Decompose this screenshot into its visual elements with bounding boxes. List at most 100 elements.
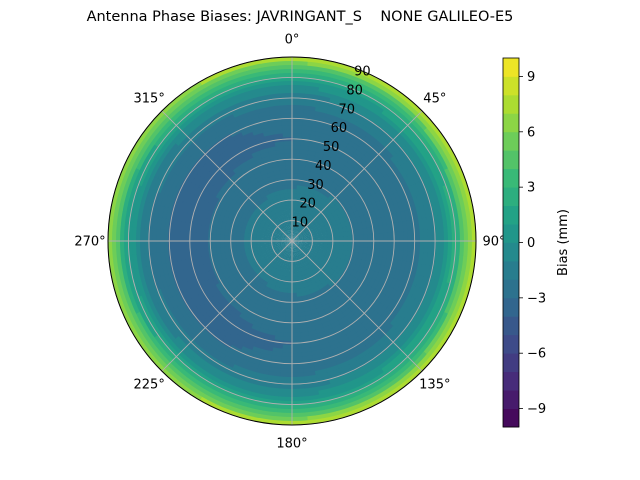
heatmap-cell: [272, 246, 278, 250]
heatmap-cell: [346, 332, 359, 343]
heatmap-cell: [162, 311, 175, 327]
heatmap-cell: [298, 232, 303, 237]
heatmap-cell: [292, 184, 298, 190]
heatmap-cell: [220, 296, 230, 307]
heatmap-cell: [135, 239, 141, 255]
heatmap-cell: [426, 278, 436, 294]
heatmap-cell: [447, 299, 458, 318]
heatmap-cell: [274, 248, 279, 253]
heatmap-cell: [368, 194, 377, 205]
heatmap-cell: [382, 81, 400, 95]
heatmap-cell: [204, 279, 213, 290]
heatmap-cell: [218, 288, 228, 298]
heatmap-cell: [427, 160, 439, 177]
heatmap-cell: [334, 299, 344, 308]
heatmap-cell: [280, 244, 286, 248]
heatmap-cell: [293, 244, 296, 250]
heatmap-cell: [353, 264, 361, 273]
heatmap-cell: [392, 93, 410, 108]
heatmap-cell: [226, 347, 240, 358]
heatmap-cell: [152, 147, 166, 163]
heatmap-cell: [255, 234, 261, 239]
heatmap-cell: [206, 147, 219, 159]
heatmap-cell: [294, 272, 299, 278]
heatmap-cell: [398, 359, 415, 375]
heatmap-cell: [118, 161, 130, 180]
heatmap-cell: [149, 145, 162, 161]
heatmap-cell: [338, 227, 344, 234]
azimuth-tick-label: 0°: [285, 33, 300, 48]
heatmap-cell: [392, 303, 404, 316]
heatmap-cell: [159, 239, 165, 253]
heatmap-cell: [290, 412, 308, 418]
heatmap-cell: [374, 281, 384, 293]
heatmap-cell: [252, 128, 265, 136]
heatmap-cell: [364, 276, 373, 287]
heatmap-cell: [250, 345, 264, 354]
heatmap-cell: [172, 320, 185, 334]
heatmap-cell: [371, 348, 385, 361]
heatmap-cell: [219, 183, 229, 193]
heatmap-cell: [255, 246, 262, 251]
heatmap-cell: [213, 329, 226, 340]
heatmap-cell: [291, 304, 298, 310]
heatmap-cell: [302, 225, 307, 230]
heatmap-cell: [353, 210, 361, 219]
heatmap-cell: [295, 251, 300, 257]
heatmap-cell: [235, 230, 241, 237]
heatmap-cell: [128, 149, 141, 167]
chart-title: Antenna Phase Biases: JAVRINGANT_S NONE …: [86, 9, 514, 25]
heatmap-cell: [296, 230, 300, 235]
heatmap-cell: [313, 114, 327, 122]
heatmap-cell: [171, 173, 182, 187]
heatmap-cell: [258, 327, 269, 335]
heatmap-cell: [233, 134, 246, 145]
heatmap-cell: [224, 89, 241, 100]
heatmap-cell: [279, 241, 285, 244]
heatmap-cell: [235, 387, 252, 397]
heatmap-cell: [360, 190, 370, 200]
heatmap-cell: [299, 287, 306, 293]
heatmap-cell: [284, 251, 288, 257]
heatmap-cell: [385, 144, 398, 158]
heatmap-cell: [347, 230, 353, 237]
heatmap-cell: [375, 334, 389, 347]
heatmap-cell: [376, 136, 390, 149]
heatmap-cell: [197, 197, 206, 209]
heatmap-cell: [294, 220, 298, 226]
heatmap-cell: [326, 313, 337, 322]
heatmap-cell: [271, 237, 277, 240]
heatmap-cell: [278, 84, 294, 90]
heatmap-cell: [413, 116, 429, 132]
heatmap-cell: [283, 148, 293, 154]
heatmap-cell: [141, 265, 150, 281]
heatmap-cell: [226, 169, 237, 179]
heatmap-cell: [284, 200, 290, 206]
heatmap-cell: [139, 342, 155, 360]
heatmap-cell: [456, 286, 467, 305]
heatmap-cell: [253, 316, 264, 325]
heatmap-cell: [432, 139, 446, 157]
heatmap-cell: [171, 355, 187, 371]
heatmap-cell: [367, 241, 373, 249]
heatmap-cell: [153, 111, 169, 128]
heatmap-cell: [208, 193, 217, 204]
heatmap-cell: [259, 168, 269, 176]
heatmap-cell: [385, 276, 395, 288]
heatmap-cell: [341, 308, 352, 318]
heatmap-cell: [197, 97, 214, 110]
heatmap-cell: [344, 161, 355, 172]
heatmap-cell: [397, 190, 406, 203]
heatmap-cell: [197, 292, 207, 304]
heatmap-cell: [284, 236, 289, 240]
heatmap-cell: [182, 278, 191, 291]
heatmap-cell: [129, 296, 140, 314]
heatmap-cell: [279, 303, 287, 310]
heatmap-cell: [292, 60, 310, 66]
heatmap-cell: [365, 132, 379, 144]
heatmap-cell: [175, 229, 181, 241]
heatmap-cell: [400, 271, 409, 284]
heatmap-cell: [337, 112, 352, 122]
heatmap-cell: [346, 143, 358, 154]
heatmap-cell: [172, 305, 184, 320]
